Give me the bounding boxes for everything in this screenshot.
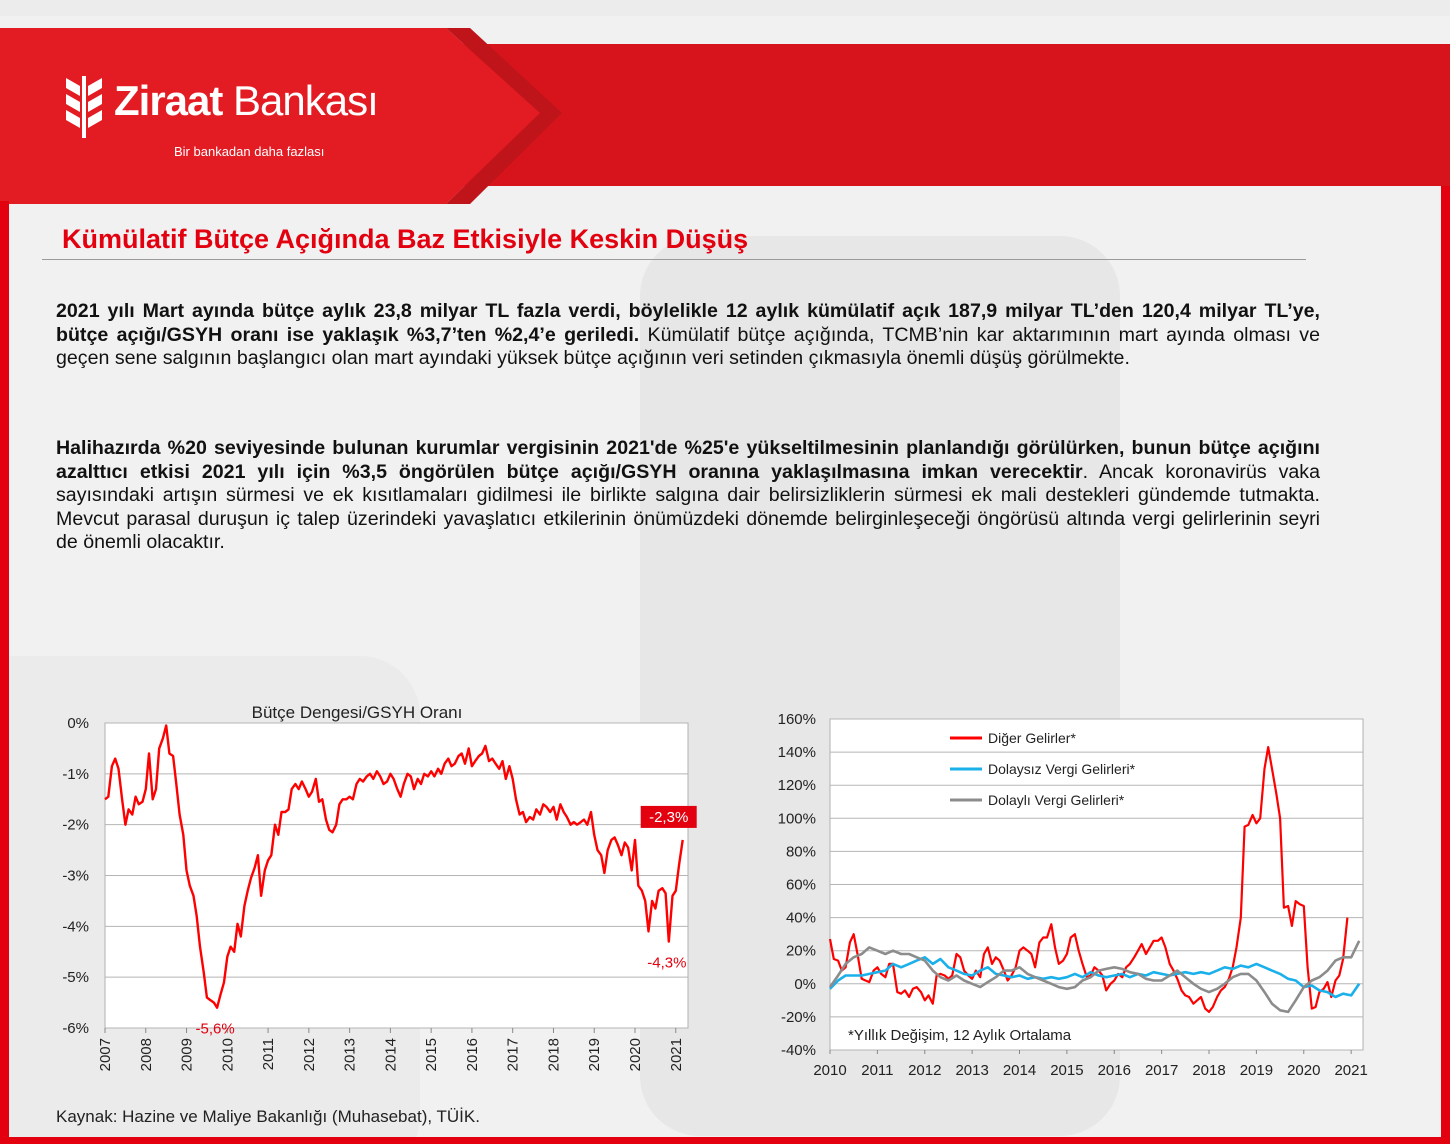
x-tick-label: 2010 [813, 1062, 846, 1079]
x-tick-label: 2013 [955, 1062, 988, 1079]
x-tick-label: 2021 [668, 1038, 685, 1071]
x-tick-label: 2019 [586, 1038, 603, 1071]
x-tick-label: 2014 [382, 1038, 399, 1071]
x-tick-label: 2015 [1050, 1062, 1083, 1079]
y-tick-label: -40% [781, 1042, 816, 1059]
header-band [440, 44, 1450, 186]
header-banner [0, 28, 1450, 204]
x-tick-label: 2014 [1003, 1062, 1036, 1079]
y-tick-label: -4% [62, 918, 89, 935]
y-tick-label: 80% [786, 843, 816, 860]
series-line [828, 745, 1349, 1013]
x-tick-label: 2009 [179, 1038, 196, 1071]
frame-left [0, 201, 9, 1144]
brand-tagline: Bir bankadan daha fazlası [174, 144, 325, 159]
y-tick-label: -20% [781, 1009, 816, 1026]
brand-name: Ziraat Bankası [114, 77, 379, 124]
page-title: Kümülatif Bütçe Açığında Baz Etkisiyle K… [62, 224, 749, 254]
paragraph-2-bold: Halihazırda %20 seviyesinde bulunan kuru… [56, 437, 1320, 483]
budget-balance-chart: 0% -1% -2% -3% -4% -5% -6% 2007 2008 2009 2010 2011… [62, 703, 697, 1071]
legend-label: Dolaylı Vergi Gelirleri* [988, 792, 1125, 808]
y-tick-label: -5% [62, 969, 89, 986]
y-tick-label: 140% [778, 744, 816, 761]
legend-label: Diğer Gelirler* [988, 730, 1076, 746]
paragraph-1: 2021 yılı Mart ayında bütçe aylık 23,8 m… [56, 300, 1320, 371]
x-tick-label: 2019 [1240, 1062, 1273, 1079]
x-tick-label: 2020 [1287, 1062, 1320, 1079]
frame-right [1441, 186, 1450, 1144]
y-tick-label: 0% [67, 715, 89, 732]
x-tick-label: 2015 [423, 1038, 440, 1071]
header-arrow [0, 28, 540, 204]
paragraph-1-bold: 2021 yılı Mart ayında bütçe aylık 23,8 m… [56, 300, 1320, 346]
chart-note: *Yıllık Değişim, 12 Aylık Ortalama [848, 1027, 1072, 1044]
legend-label: Dolaysız Vergi Gelirleri* [988, 761, 1136, 777]
x-tick-label: 2016 [1098, 1062, 1131, 1079]
data-label: -5,6% [196, 1021, 235, 1038]
header-arrow-shadow [446, 28, 562, 204]
y-tick-label: -1% [62, 766, 89, 783]
x-tick-label: 2021 [1334, 1062, 1367, 1079]
chart-title: Bütçe Dengesi/GSYH Oranı [252, 703, 463, 722]
x-tick-label: 2007 [97, 1038, 114, 1071]
paragraph-2: Halihazırda %20 seviyesinde bulunan kuru… [56, 437, 1320, 555]
y-tick-label: -6% [62, 1020, 89, 1037]
source-note: Kaynak: Hazine ve Maliye Bakanlığı (Muha… [56, 1107, 480, 1126]
x-tick-label: 2017 [505, 1038, 522, 1071]
title-divider [42, 259, 1306, 260]
y-tick-label: 0% [794, 976, 816, 993]
x-tick-label: 2011 [260, 1038, 277, 1070]
y-tick-label: 120% [778, 777, 816, 794]
frame-bottom [0, 1137, 1450, 1144]
x-tick-label: 2010 [219, 1038, 236, 1071]
ziraat-logo: Ziraat Bankası Bir bankadan daha fazlası [62, 72, 379, 159]
y-tick-label: 40% [786, 910, 816, 927]
paragraph-1-text: Kümülatif bütçe açığında, TCMB’nin kar a… [56, 323, 1320, 370]
x-tick-label: 2012 [908, 1062, 941, 1079]
wheat-icon [66, 76, 102, 138]
data-label: -2,3% [649, 809, 688, 826]
x-tick-label: 2012 [301, 1038, 318, 1071]
x-tick-label: 2020 [627, 1038, 644, 1071]
budget-balance-line [104, 724, 684, 1009]
x-tick-label: 2016 [464, 1038, 481, 1071]
y-tick-label: -3% [62, 868, 89, 885]
x-tick-label: 2011 [861, 1062, 893, 1079]
paragraph-2-text: . Ancak koronavirüs vaka sayısındaki art… [56, 460, 1320, 554]
series-line [828, 940, 1361, 1014]
x-tick-label: 2008 [138, 1038, 155, 1071]
x-tick-label: 2017 [1145, 1062, 1178, 1079]
x-tick-label: 2018 [545, 1038, 562, 1071]
top-strip [0, 0, 1450, 16]
revenue-growth-chart: 160% 140% 120% 100% 80% 60% 40% 20% 0% -20% -40% 20… [778, 711, 1368, 1079]
y-tick-label: 20% [786, 943, 816, 960]
y-tick-label: 60% [786, 877, 816, 894]
y-tick-label: -2% [62, 817, 89, 834]
x-tick-label: 2013 [342, 1038, 359, 1071]
data-label-badge [640, 805, 697, 828]
y-tick-label: 160% [778, 711, 816, 728]
slide: Ziraat Bankası Bir bankadan daha fazlası… [0, 16, 1450, 1144]
data-label: -4,3% [647, 955, 686, 972]
x-tick-label: 2018 [1192, 1062, 1225, 1079]
y-tick-label: 100% [778, 810, 816, 827]
